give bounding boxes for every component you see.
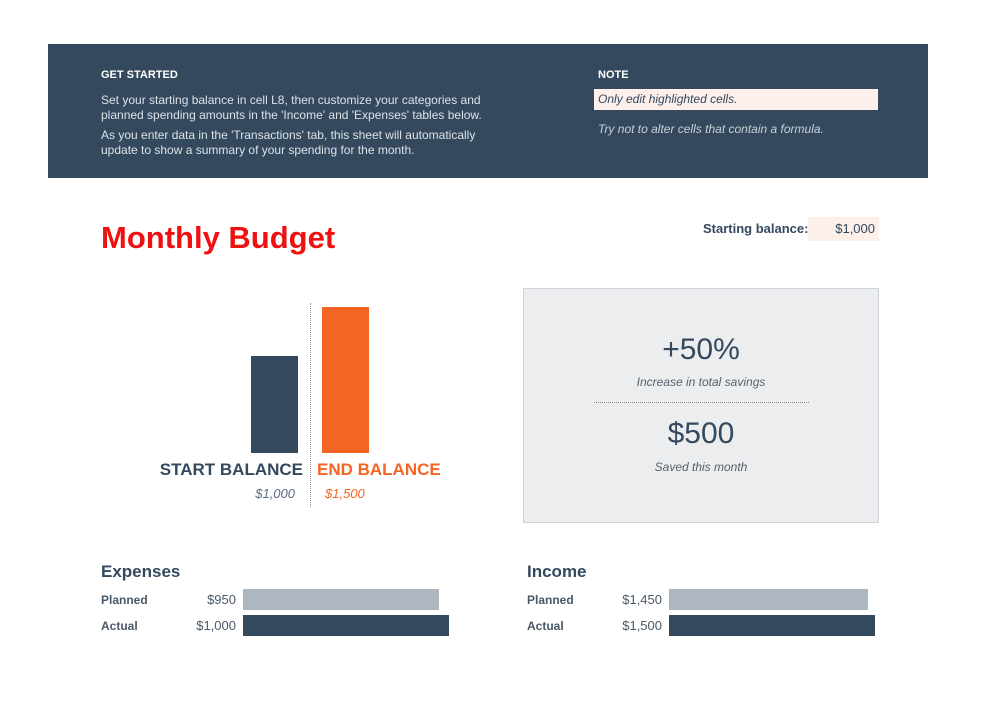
- saved-amount: $500: [667, 417, 735, 450]
- summary-divider: [594, 402, 809, 403]
- expenses-title: Expenses: [101, 562, 181, 581]
- page-title: Monthly Budget: [101, 220, 336, 255]
- end-balance-bar: [322, 307, 369, 453]
- note-heading: NOTE: [598, 69, 629, 81]
- end-balance-value: $1,500: [325, 486, 365, 501]
- expenses-actual-bar: [243, 615, 449, 636]
- note-highlight[interactable]: Only edit highlighted cells.: [594, 89, 878, 110]
- income-actual-label: Actual: [527, 619, 564, 633]
- expenses-actual-value: $1,000: [196, 618, 236, 633]
- income-title: Income: [527, 562, 587, 581]
- expenses-actual-label: Actual: [101, 619, 138, 633]
- chart-divider: [310, 303, 311, 507]
- expenses-planned-value: $950: [207, 592, 236, 607]
- get-started-heading: GET STARTED: [101, 69, 178, 81]
- income-planned-bar: [669, 589, 869, 610]
- savings-percent-label: Increase in total savings: [636, 375, 766, 389]
- get-started-text-2: As you enter data in the 'Transactions' …: [101, 128, 476, 157]
- start-balance-label: START BALANCE: [159, 460, 303, 479]
- start-balance-value: $1,000: [255, 486, 295, 501]
- end-balance-label: END BALANCE: [317, 460, 441, 479]
- note-text: Try not to alter cells that contain a fo…: [598, 122, 824, 136]
- income-actual-value: $1,500: [622, 618, 662, 633]
- instructions-banner: GET STARTED Set your starting balance in…: [48, 44, 928, 178]
- saved-amount-label: Saved this month: [654, 460, 748, 474]
- starting-balance-input[interactable]: $1,000: [808, 217, 879, 241]
- income-planned-label: Planned: [527, 593, 574, 607]
- expenses-planned-bar: [243, 589, 439, 610]
- savings-summary-card: +50% Increase in total savings $500 Save…: [523, 288, 879, 523]
- starting-balance-label: Starting balance:: [703, 221, 809, 236]
- get-started-text-1: Set your starting balance in cell L8, th…: [101, 93, 482, 122]
- income-actual-bar: [669, 615, 875, 636]
- savings-percent: +50%: [662, 333, 740, 366]
- income-planned-value: $1,450: [622, 592, 662, 607]
- expenses-planned-label: Planned: [101, 593, 148, 607]
- start-balance-bar: [251, 355, 298, 453]
